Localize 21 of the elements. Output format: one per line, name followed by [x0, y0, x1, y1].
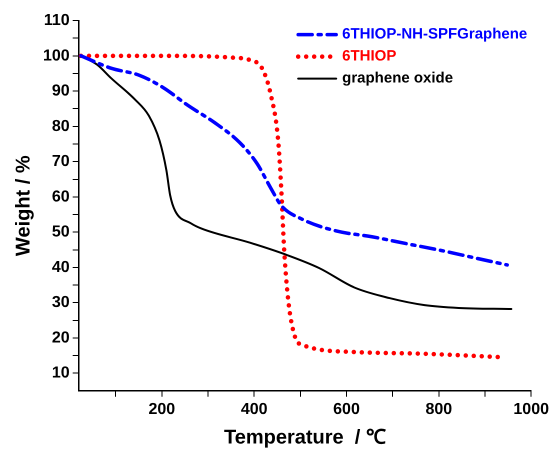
y-tick-label: 20 [52, 329, 70, 346]
y-tick-label: 90 [52, 82, 70, 100]
y-tick-label: 60 [52, 188, 70, 206]
y-tick-label: 30 [52, 294, 70, 312]
legend-label: 6THIOP-NH-SPFGraphene [342, 26, 528, 43]
legend-label: 6THIOP [342, 48, 396, 65]
legend-label: graphene oxide [342, 70, 454, 87]
x-tick-label: 200 [148, 400, 176, 418]
x-tick-label: 600 [333, 400, 360, 418]
x-tick-label: 800 [426, 400, 452, 418]
y-tick-label: 70 [52, 153, 70, 170]
y-tick-label: 100 [42, 47, 70, 64]
x-tick-label: 400 [240, 400, 268, 418]
x-tick-label: 1000 [513, 400, 550, 418]
y-tick-label: 10 [52, 364, 70, 382]
y-tick-label: 80 [52, 118, 70, 135]
y-tick-label: 40 [52, 258, 70, 276]
y-axis-title: Weight / % [12, 155, 35, 256]
x-axis-title: Temperature / ℃ [224, 426, 386, 449]
y-tick-label: 50 [52, 224, 70, 241]
y-tick-label: 110 [44, 12, 70, 30]
